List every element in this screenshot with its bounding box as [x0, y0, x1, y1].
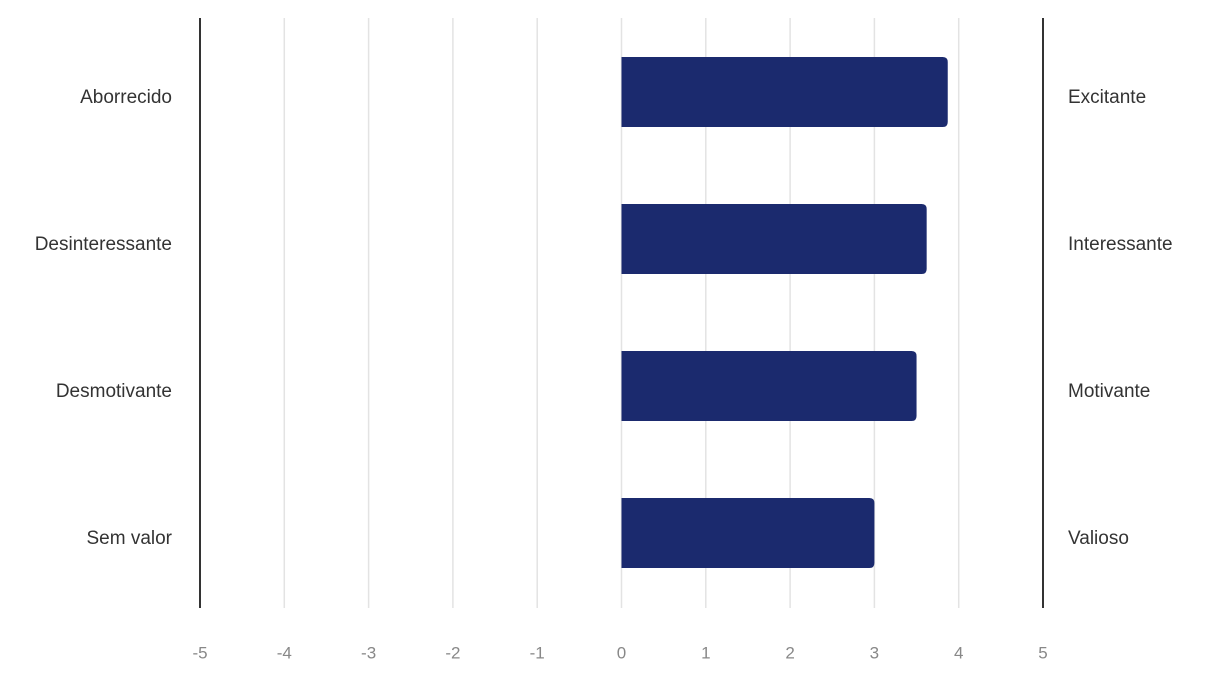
right-category-label: Interessante	[1068, 234, 1173, 255]
right-category-label: Valioso	[1068, 528, 1129, 549]
bar	[621, 351, 917, 421]
x-tick-label: 1	[701, 643, 710, 662]
axis-layer	[199, 18, 1044, 608]
x-tick-label: 0	[617, 643, 626, 662]
bar	[621, 204, 927, 274]
x-tick-label: 2	[785, 643, 794, 662]
x-tick-label: 3	[870, 643, 879, 662]
x-tick-label: -2	[445, 643, 460, 662]
bar	[621, 57, 948, 127]
x-tick-label: 4	[954, 643, 963, 662]
label-layer: -5 -4 -3 -2 -1 0 1 2 3 4 5 Aborrecido Desinteressant…	[35, 87, 1173, 662]
x-tick-label: -1	[530, 643, 545, 662]
bar-layer	[621, 57, 948, 568]
x-tick-label: 5	[1038, 643, 1047, 662]
left-category-label: Sem valor	[86, 528, 172, 549]
bar	[621, 498, 875, 568]
right-category-label: Excitante	[1068, 87, 1146, 108]
x-tick-label: -3	[361, 643, 376, 662]
left-category-label: Desmotivante	[56, 381, 172, 402]
left-category-label: Aborrecido	[80, 87, 172, 108]
x-tick-label: -5	[192, 643, 207, 662]
left-category-label: Desinteressante	[35, 234, 172, 255]
x-tick-label: -4	[277, 643, 292, 662]
right-category-label: Motivante	[1068, 381, 1150, 402]
